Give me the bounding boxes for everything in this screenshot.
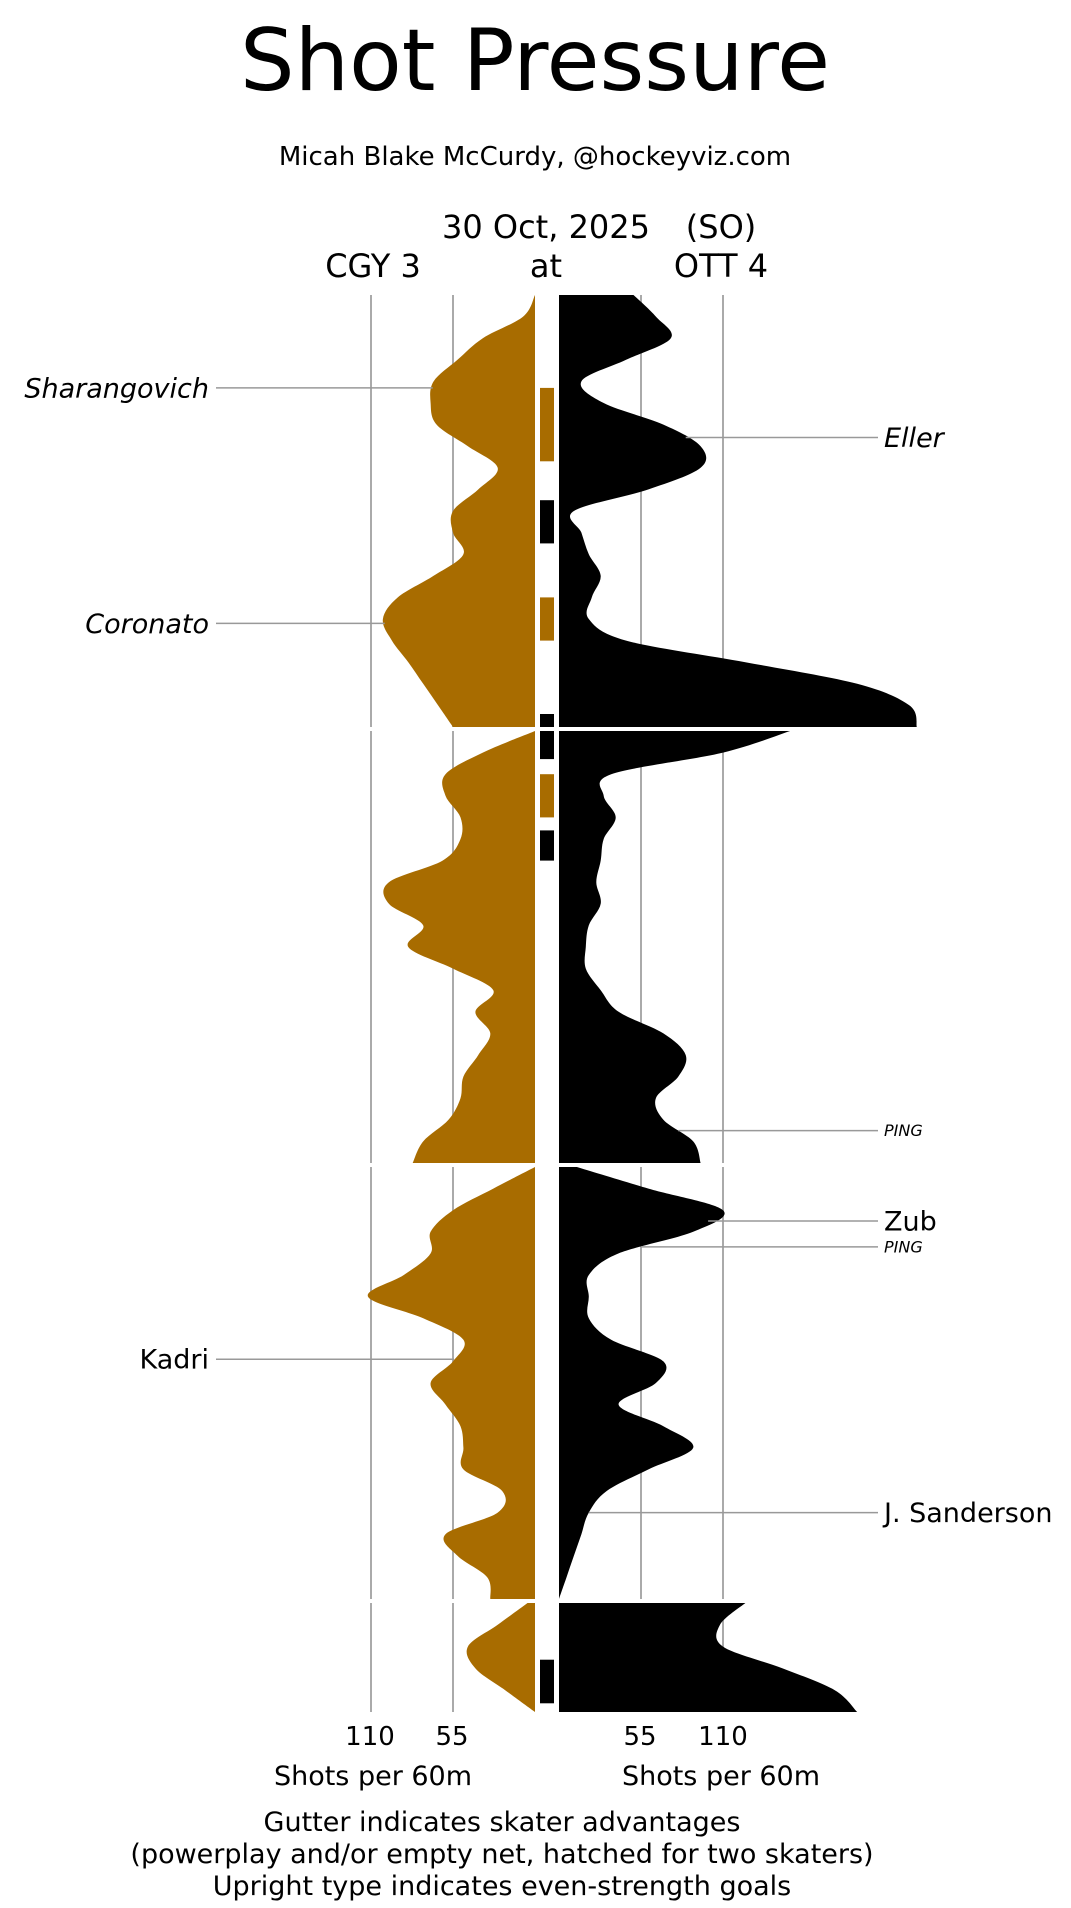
player-label-ping: PING [884,1238,923,1257]
player-label-sharangovich: Sharangovich [24,373,209,404]
advantage-gutter [540,387,554,1704]
cgy-pressure-area-p2 [383,731,535,1163]
gutter-advantage-cgy-p1-1 [540,387,554,462]
player-label-j-sanderson: J. Sanderson [882,1498,1052,1529]
gutter-advantage-ott-p2-1 [540,731,554,760]
away-team-score: CGY 3 [325,247,421,285]
player-label-ping: PING [884,1121,923,1140]
ott-pressure-area-p1 [559,295,917,727]
gutter-advantage-ott-pOT-1 [540,1659,554,1704]
footnote-line-1: Gutter indicates skater advantages [264,1807,741,1838]
player-label-coronato: Coronato [85,609,209,640]
player-label-eller: Eller [884,423,946,454]
gutter-advantage-cgy-p2-2 [540,774,554,818]
cgy-pressure-area-p1 [382,295,535,727]
right-tick-110: 110 [698,1722,748,1752]
footnote-line-3: Upright type indicates even-strength goa… [213,1871,791,1902]
gutter-advantage-ott-p2-3 [540,830,554,861]
chart-subtitle: Micah Blake McCurdy, @hockeyviz.com [279,142,791,172]
player-label-zub: Zub [884,1206,937,1237]
right-tick-55: 55 [623,1722,656,1752]
footnote-line-2: (powerplay and/or empty net, hatched for… [130,1839,873,1870]
cgy-pressure-area-p3 [367,1167,535,1599]
player-labels: SharangovichCoronatoKadriEllerPINGZubPIN… [24,373,1052,1529]
game-date: 30 Oct, 2025 [442,208,650,246]
chart-title: Shot Pressure [240,11,830,111]
pressure-areas [367,295,917,1712]
gutter-advantage-cgy-p1-3 [540,597,554,641]
gutter-advantage-ott-p1-2 [540,500,554,544]
gutter-advantage-ott-p1-4 [540,714,554,727]
ott-pressure-area-p2 [559,731,791,1163]
at-connector: at [530,247,562,285]
ott-pressure-area-p3 [559,1167,725,1599]
player-label-kadri: Kadri [139,1345,209,1376]
left-tick-55: 55 [435,1722,468,1752]
ott-pressure-area-pOT [559,1603,858,1712]
result-tag: (SO) [686,208,756,246]
left-axis-label: Shots per 60m [274,1761,472,1792]
home-team-score: OTT 4 [674,247,768,285]
cgy-pressure-area-pOT [466,1603,535,1712]
right-axis-label: Shots per 60m [622,1761,820,1792]
left-tick-110: 110 [345,1722,395,1752]
